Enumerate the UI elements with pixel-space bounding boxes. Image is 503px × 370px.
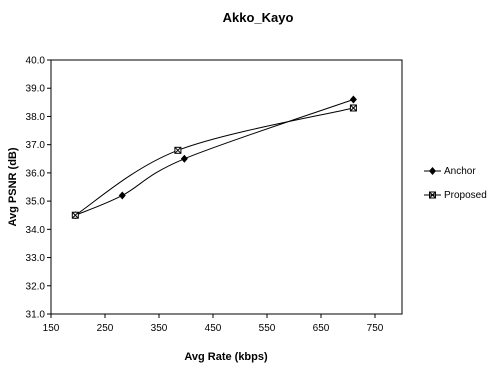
legend-label-anchor: Anchor	[444, 166, 476, 177]
y-tick-label: 34.0	[26, 225, 46, 236]
x-axis-ticks: 150 250 350 450 550 650 750	[43, 314, 384, 334]
y-tick-label: 36.0	[26, 168, 46, 179]
y-tick-label: 39.0	[26, 84, 46, 95]
x-tick-label: 650	[313, 323, 330, 334]
y-tick-label: 33.0	[26, 253, 46, 264]
x-axis-label: Avg Rate (kbps)	[184, 351, 268, 363]
series-layer	[71, 95, 357, 220]
y-tick-label: 32.0	[26, 281, 46, 292]
y-tick-label: 38.0	[26, 112, 46, 123]
x-tick-label: 150	[43, 323, 60, 334]
data-point-anchor	[118, 191, 126, 200]
y-tick-label: 40.0	[26, 56, 46, 67]
legend-anchor-diamond-icon	[429, 167, 436, 175]
data-point-anchor	[349, 95, 357, 104]
legend-entry-proposed: Proposed	[424, 190, 487, 201]
legend-label-proposed: Proposed	[444, 190, 487, 201]
x-tick-label: 350	[151, 323, 168, 334]
series-line-anchor	[75, 99, 354, 216]
data-point-proposed	[71, 211, 79, 219]
legend: Anchor Proposed	[424, 166, 487, 201]
x-tick-label: 550	[259, 323, 276, 334]
y-tick-label: 35.0	[26, 197, 46, 208]
data-point-proposed	[349, 104, 357, 112]
data-point-proposed	[174, 146, 182, 154]
legend-proposed-square-icon	[429, 191, 436, 199]
x-tick-label: 450	[205, 323, 222, 334]
y-axis-label: Avg PSNR (dB)	[7, 147, 19, 226]
plot-area	[50, 59, 403, 315]
x-tick-label: 250	[97, 323, 114, 334]
chart-title: Akko_Kayo	[223, 10, 294, 25]
y-tick-label: 37.0	[26, 140, 46, 151]
y-tick-label: 31.0	[26, 310, 46, 321]
legend-entry-anchor: Anchor	[424, 166, 476, 177]
y-axis-ticks: 31.0 32.0 33.0 34.0 35.0 36.0 37.0 38.0 39.0 40.0	[26, 56, 51, 321]
x-tick-label: 750	[367, 323, 384, 334]
data-point-anchor	[180, 154, 188, 163]
